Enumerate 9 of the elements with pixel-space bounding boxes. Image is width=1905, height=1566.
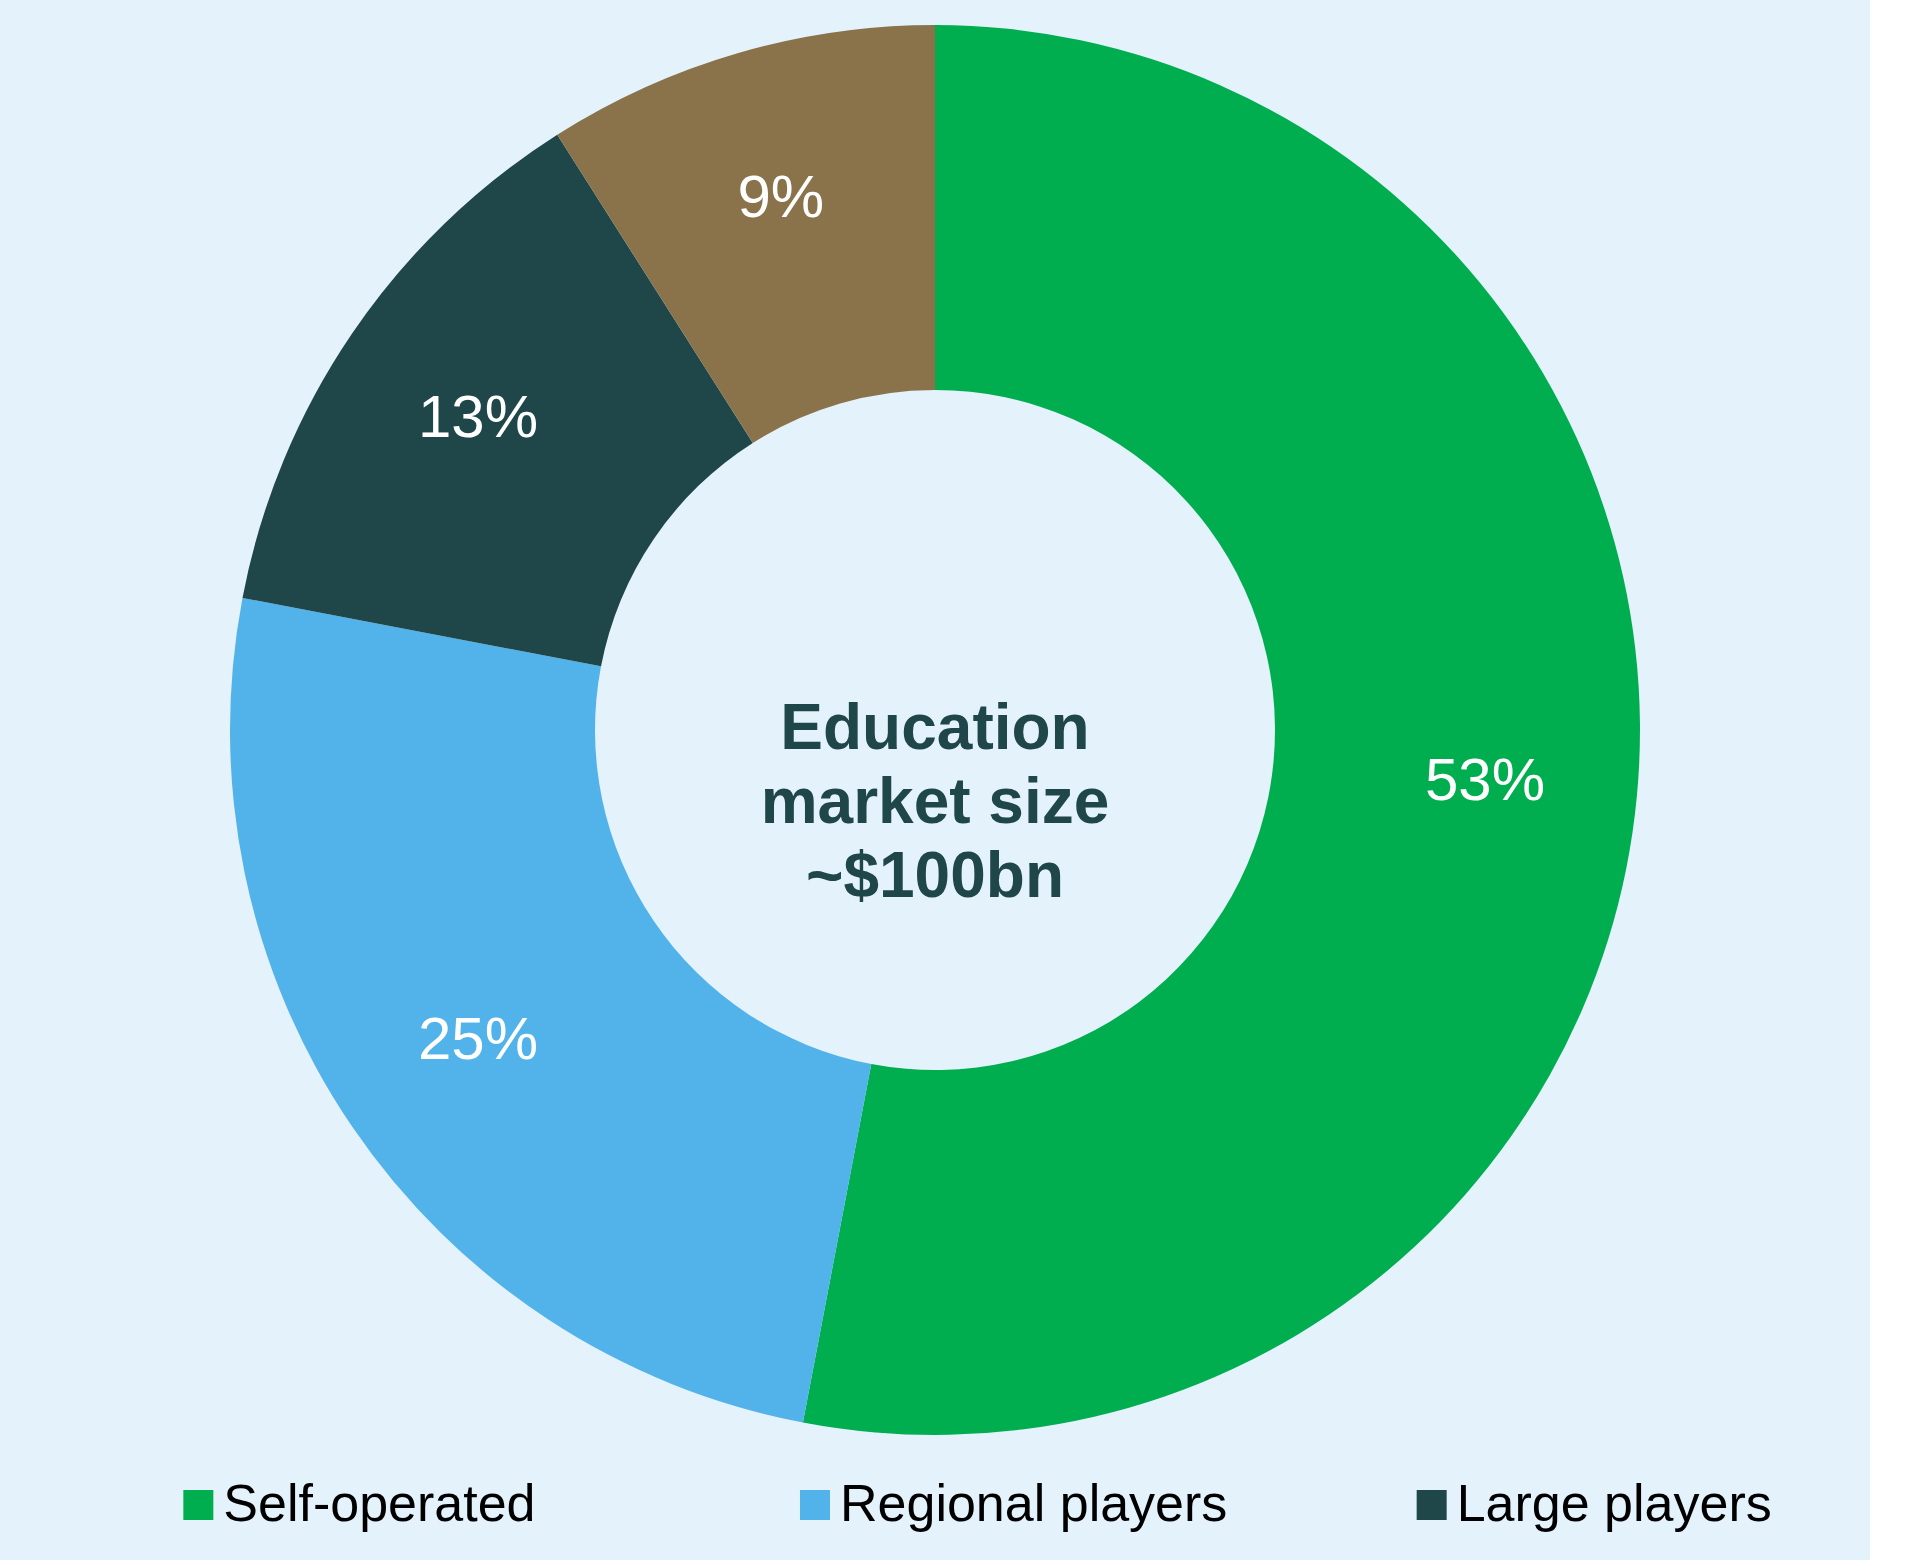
legend-label: Large players: [1456, 1474, 1772, 1532]
text: Education market size ~$100bn: [760, 691, 1110, 911]
donut-slice: [557, 25, 935, 443]
legend-label: Self-operated: [223, 1474, 536, 1532]
data-label: 25%: [417, 1004, 539, 1072]
data-label: 53%: [1425, 745, 1546, 813]
data-label: 9%: [737, 163, 825, 231]
legend-label: Regional players: [840, 1474, 1228, 1532]
data-label: 13%: [417, 383, 539, 451]
